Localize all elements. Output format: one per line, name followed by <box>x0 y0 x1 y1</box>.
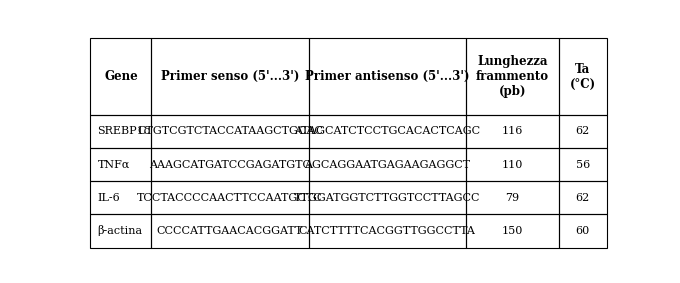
Text: Primer senso (5'...3'): Primer senso (5'...3') <box>161 70 299 83</box>
Text: ATAGCATCTCCTGCACACTCAGC: ATAGCATCTCCTGCACACTCAGC <box>294 127 480 136</box>
Text: TCCTACCCCAACTTCCAATGCTC: TCCTACCCCAACTTCCAATGCTC <box>137 193 323 203</box>
Bar <box>309 115 466 148</box>
Text: Gene: Gene <box>104 70 138 83</box>
Bar <box>309 214 466 248</box>
Text: CCCCATTGAACACGGATT: CCCCATTGAACACGGATT <box>157 226 303 236</box>
Text: IL-6: IL-6 <box>98 193 120 203</box>
Text: 60: 60 <box>576 226 590 236</box>
Bar <box>466 214 559 248</box>
Bar <box>559 38 607 115</box>
Text: AGCAGGAATGAGAAGAGGCT: AGCAGGAATGAGAAGAGGCT <box>304 160 470 170</box>
Text: TTGGATGGTCTTGGTCCTTAGCC: TTGGATGGTCTTGGTCCTTAGCC <box>294 193 480 203</box>
Bar <box>466 181 559 214</box>
Bar <box>559 181 607 214</box>
Text: β-actina: β-actina <box>98 226 143 236</box>
Bar <box>152 115 309 148</box>
Text: 62: 62 <box>576 127 590 136</box>
Bar <box>90 214 152 248</box>
Text: CTGTCGTCTACCATAAGCTGCAC: CTGTCGTCTACCATAAGCTGCAC <box>137 127 323 136</box>
Text: Lunghezza
frammento
(pb): Lunghezza frammento (pb) <box>476 55 549 98</box>
Text: TNFα: TNFα <box>98 160 130 170</box>
Bar <box>309 38 466 115</box>
Text: 62: 62 <box>576 193 590 203</box>
Text: AAAGCATGATCCGAGATGTG: AAAGCATGATCCGAGATGTG <box>149 160 311 170</box>
Text: SREBP1c: SREBP1c <box>98 127 150 136</box>
Text: Primer antisenso (5'...3'): Primer antisenso (5'...3') <box>305 70 469 83</box>
Text: 56: 56 <box>576 160 590 170</box>
Text: 116: 116 <box>502 127 523 136</box>
Bar <box>152 148 309 181</box>
Bar <box>152 38 309 115</box>
Bar <box>466 38 559 115</box>
Text: 79: 79 <box>505 193 520 203</box>
Bar <box>309 181 466 214</box>
Bar <box>90 181 152 214</box>
Bar <box>152 181 309 214</box>
Text: Ta
(°C): Ta (°C) <box>570 63 596 91</box>
Bar <box>559 148 607 181</box>
Bar <box>309 148 466 181</box>
Bar <box>466 115 559 148</box>
Bar <box>152 214 309 248</box>
Text: CATCTTTTCACGGTTGGCCTTA: CATCTTTTCACGGTTGGCCTTA <box>299 226 475 236</box>
Bar <box>90 38 152 115</box>
Bar <box>90 115 152 148</box>
Bar <box>466 148 559 181</box>
Bar <box>559 214 607 248</box>
Text: 110: 110 <box>502 160 523 170</box>
Bar <box>559 115 607 148</box>
Bar <box>90 148 152 181</box>
Text: 150: 150 <box>502 226 523 236</box>
